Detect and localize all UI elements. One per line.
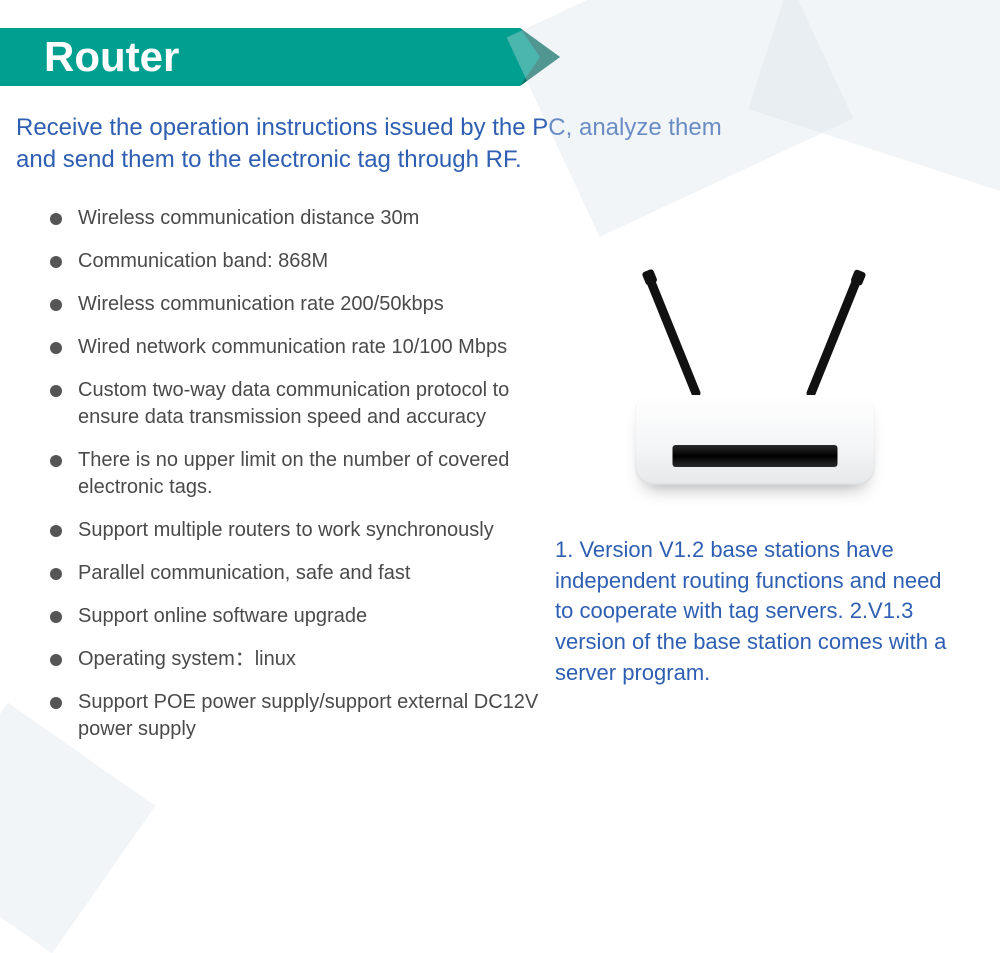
page-title: Router xyxy=(44,33,179,81)
page-title-banner: Router xyxy=(0,28,560,86)
router-illustration xyxy=(605,265,905,495)
feature-item: Wireless communication rate 200/50kbps xyxy=(50,291,540,318)
feature-item: Support POE power supply/support externa… xyxy=(50,689,540,743)
feature-item: Wired network communication rate 10/100 … xyxy=(50,334,540,361)
feature-item: Operating system：linux xyxy=(50,646,540,673)
feature-item: Support multiple routers to work synchro… xyxy=(50,517,540,544)
feature-item: Support online software upgrade xyxy=(50,603,540,630)
feature-item: There is no upper limit on the number of… xyxy=(50,447,540,501)
banner-edge xyxy=(520,28,560,86)
version-notes: 1. Version V1.2 base stations have indep… xyxy=(545,535,965,689)
feature-item: Custom two-way data communication protoc… xyxy=(50,377,540,431)
router-antenna-icon xyxy=(805,275,862,399)
router-body-icon xyxy=(635,395,875,485)
feature-item: Parallel communication, safe and fast xyxy=(50,560,540,587)
content-row: Wireless communication distance 30m Comm… xyxy=(0,205,1000,759)
feature-list: Wireless communication distance 30m Comm… xyxy=(0,205,540,759)
router-slot-icon xyxy=(673,445,838,467)
subtitle-text: Receive the operation instructions issue… xyxy=(16,112,736,177)
background-accent xyxy=(748,0,1000,214)
feature-item: Wireless communication distance 30m xyxy=(50,205,540,232)
router-antenna-icon xyxy=(645,275,702,399)
right-column: 1. Version V1.2 base stations have indep… xyxy=(540,205,1000,759)
feature-item: Communication band: 868M xyxy=(50,248,540,275)
